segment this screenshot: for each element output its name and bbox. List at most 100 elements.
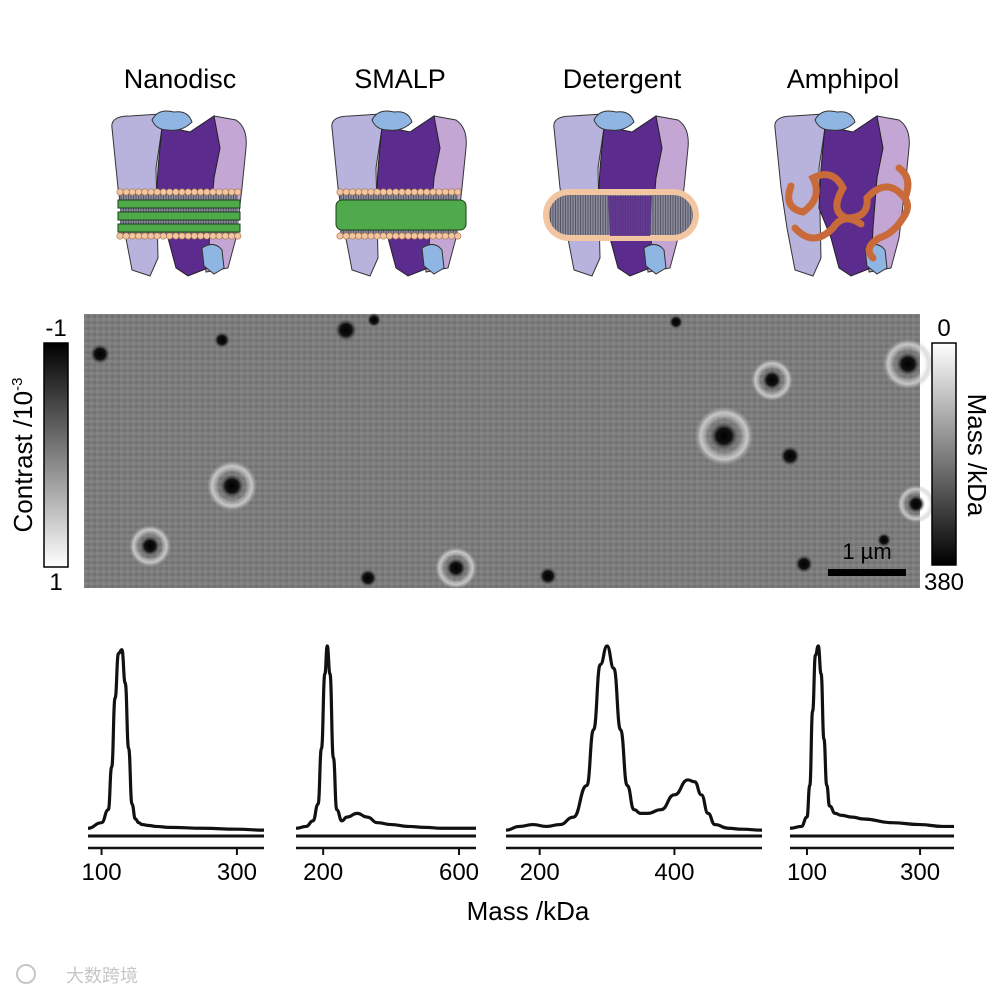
lipid-head <box>355 188 363 196</box>
x-tick-label: 100 <box>82 859 122 886</box>
particle <box>140 536 160 556</box>
amphipol-polymer <box>791 215 865 242</box>
lipid-head <box>348 188 356 196</box>
lipid-head <box>122 232 130 240</box>
histogram-nanodisc: 100 300 <box>82 648 265 886</box>
protein-transmembrane <box>608 196 652 236</box>
contrast-colorbar: -1 1 Contrast /10-3 <box>8 315 69 596</box>
lipid-head <box>166 188 174 196</box>
lipid-head <box>172 188 180 196</box>
lipid-head <box>159 232 167 240</box>
amphipol-polymer <box>785 171 911 262</box>
scale-bar-label: 1 µm <box>842 539 891 564</box>
lipid-head <box>435 188 443 196</box>
lipid-head <box>392 232 400 240</box>
amphipol-polymer <box>895 164 912 202</box>
lipid-head <box>221 188 229 196</box>
protein-subunit-bottom <box>421 244 445 275</box>
lipid-head <box>190 232 198 240</box>
lipid-head <box>184 188 192 196</box>
protein-subunit-top <box>151 110 193 131</box>
mass-colorbar: 0 380 Mass /kDa <box>924 315 992 596</box>
lipid-head <box>209 188 217 196</box>
lipid-head <box>361 232 369 240</box>
lipid-head <box>184 232 192 240</box>
lipid-head <box>147 232 155 240</box>
lipid-head <box>128 188 136 196</box>
protein-subunit-bottom <box>643 244 667 275</box>
lipid-head <box>454 232 462 240</box>
mass-bottom-label: 380 <box>924 569 964 596</box>
particle <box>877 533 891 547</box>
lipid-head <box>441 232 449 240</box>
lipid-head <box>454 188 462 196</box>
lipid-head <box>116 232 124 240</box>
lipid-head <box>147 188 155 196</box>
lipid-head <box>423 232 431 240</box>
contrast-gradient <box>43 342 69 568</box>
panel-title: Amphipol <box>787 64 900 94</box>
lipid-head <box>234 188 242 196</box>
particle <box>669 315 683 329</box>
mass-top-label: 0 <box>937 315 950 342</box>
msp-belt <box>117 199 241 209</box>
histogram-amphipol: 100 300 <box>787 644 954 886</box>
particle <box>90 344 110 364</box>
x-tick-label: 200 <box>303 859 343 886</box>
lipid-head <box>228 188 236 196</box>
particle <box>220 474 244 498</box>
mass-gradient <box>931 342 957 566</box>
lipid-head <box>373 232 381 240</box>
histogram-smalp: 200 600 <box>295 644 479 886</box>
lipid-head <box>367 188 375 196</box>
lipid-head <box>197 188 205 196</box>
lipid-head <box>215 188 223 196</box>
particle <box>214 332 230 348</box>
lipid-head <box>373 188 381 196</box>
lipid-head <box>404 188 412 196</box>
particle <box>896 352 920 376</box>
lipid-head <box>448 188 456 196</box>
micrograph-image <box>84 314 920 588</box>
lipid-head <box>141 188 149 196</box>
lipid-head <box>342 188 350 196</box>
lipid-head <box>361 188 369 196</box>
lipid-head <box>355 232 363 240</box>
contrast-bottom-label: 1 <box>49 569 62 596</box>
lipid-head <box>221 232 229 240</box>
lipid-head <box>122 188 130 196</box>
contrast-axis-title: Contrast /10-3 <box>8 378 38 533</box>
histogram-curve <box>295 644 476 830</box>
protein-subunit-top <box>814 110 856 131</box>
lipid-head <box>429 188 437 196</box>
particle <box>446 558 466 578</box>
lipid-head <box>441 188 449 196</box>
lipid-head <box>392 188 400 196</box>
lipid-head <box>141 232 149 240</box>
particle <box>367 313 381 327</box>
lipid-head <box>190 188 198 196</box>
lipid-head <box>410 232 418 240</box>
histogram-detergent: 200 400 <box>505 644 763 886</box>
histogram-curve <box>87 648 265 832</box>
lipid-head <box>342 232 350 240</box>
lipid-head <box>423 188 431 196</box>
lipid-head <box>435 232 443 240</box>
panel-nanodisc: Nanodisc <box>111 64 247 277</box>
lipid-head <box>448 232 456 240</box>
lipid-head <box>209 232 217 240</box>
particle <box>335 319 357 341</box>
panel-title: Detergent <box>563 64 682 94</box>
lipid-head <box>135 232 143 240</box>
lipid-head <box>135 188 143 196</box>
lipid-head <box>159 188 167 196</box>
lipid-head <box>228 232 236 240</box>
lipid-head <box>417 232 425 240</box>
micrograph: 1 µm <box>84 313 935 589</box>
lipid-head <box>178 232 186 240</box>
lipid-head <box>386 232 394 240</box>
lipid-head <box>234 232 242 240</box>
watermark-text: 大数跨境 <box>66 966 138 986</box>
contrast-top-label: -1 <box>45 315 66 342</box>
